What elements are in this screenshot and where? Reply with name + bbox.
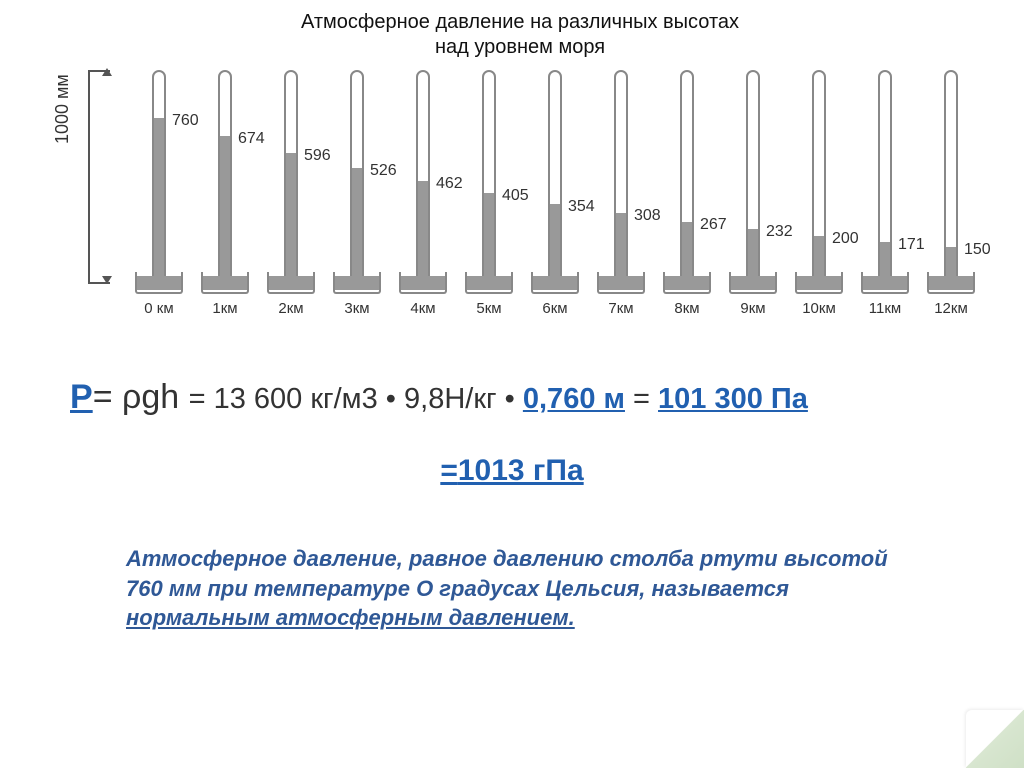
km-label: 6км xyxy=(524,300,586,317)
mercury-basin xyxy=(663,270,711,296)
tube xyxy=(218,70,232,280)
bracket-arrow-top xyxy=(102,68,112,76)
mercury-column xyxy=(154,118,164,278)
tube xyxy=(350,70,364,280)
formula-hpa-prefix: = xyxy=(440,454,458,487)
mercury-column xyxy=(352,168,362,278)
km-label: 5км xyxy=(458,300,520,317)
mercury-basin xyxy=(597,270,645,296)
formula-eq2: = xyxy=(625,383,658,415)
mercury-column xyxy=(616,213,626,278)
formula-middle: = 13 600 кг/м3 • 9,8Н/кг • xyxy=(189,383,523,415)
mm-value-label: 354 xyxy=(568,198,595,216)
tube xyxy=(878,70,892,280)
formula-height: 0,760 м xyxy=(523,383,625,415)
chart-title: Атмосферное давление на различных высота… xyxy=(50,10,990,60)
tube xyxy=(944,70,958,280)
km-label: 12км xyxy=(920,300,982,317)
mercury-basin xyxy=(465,270,513,296)
mm-value-label: 267 xyxy=(700,216,727,234)
definition-paragraph: Атмосферное давление, равное давлению ст… xyxy=(126,544,914,633)
mercury-basin xyxy=(861,270,909,296)
mercury-basin xyxy=(267,270,315,296)
page-curl-icon xyxy=(966,710,1024,768)
mercury-column xyxy=(484,193,494,278)
mm-value-label: 674 xyxy=(238,130,265,148)
tube xyxy=(614,70,628,280)
mercury-basin xyxy=(729,270,777,296)
km-label: 11км xyxy=(854,300,916,317)
km-label: 10км xyxy=(788,300,850,317)
tube xyxy=(548,70,562,280)
mercury-basin xyxy=(795,270,843,296)
tube xyxy=(152,70,166,280)
y-scale-bracket: 1000 мм xyxy=(50,70,122,298)
para-text: Атмосферное давление, равное давлению ст… xyxy=(126,546,888,601)
mercury-basin xyxy=(927,270,975,296)
tube xyxy=(812,70,826,280)
mercury-basin xyxy=(135,270,183,296)
mm-value-label: 526 xyxy=(370,162,397,180)
tube xyxy=(284,70,298,280)
bracket-line xyxy=(88,70,110,284)
chart-region: Атмосферное давление на различных высота… xyxy=(50,10,990,326)
mm-value-label: 462 xyxy=(436,175,463,193)
formula-result-pa: 101 300 Па xyxy=(658,383,808,415)
km-label: 1км xyxy=(194,300,256,317)
mercury-column xyxy=(550,204,560,278)
mercury-column xyxy=(286,153,296,278)
bracket-arrow-bottom xyxy=(102,276,112,284)
km-label: 8км xyxy=(656,300,718,317)
mm-value-label: 200 xyxy=(832,230,859,248)
tube xyxy=(680,70,694,280)
mercury-column xyxy=(220,136,230,278)
formula-result-hpa: 1013 гПа xyxy=(458,454,584,487)
mm-value-label: 405 xyxy=(502,187,529,205)
mm-value-label: 171 xyxy=(898,236,925,254)
formula-rgh: = ρgh xyxy=(93,378,189,416)
mercury-basin xyxy=(399,270,447,296)
mercury-basin xyxy=(531,270,579,296)
tubes-container: 760 0 км 674 1км 596 2км 526 3км 462 4км 405 5км 354… xyxy=(128,70,990,320)
mm-value-label: 596 xyxy=(304,147,331,165)
mm-value-label: 232 xyxy=(766,223,793,241)
tube xyxy=(746,70,760,280)
mm-value-label: 760 xyxy=(172,112,199,130)
tube xyxy=(482,70,496,280)
slide: Атмосферное давление на различных высота… xyxy=(0,0,1024,768)
formula-P: P xyxy=(70,378,93,416)
formula-line-2: =1013 гПа xyxy=(70,454,954,488)
km-label: 3км xyxy=(326,300,388,317)
km-label: 4км xyxy=(392,300,454,317)
mm-value-label: 308 xyxy=(634,207,661,225)
mercury-basin xyxy=(201,270,249,296)
mercury-basin xyxy=(333,270,381,296)
km-label: 2км xyxy=(260,300,322,317)
km-label: 7км xyxy=(590,300,652,317)
km-label: 9км xyxy=(722,300,784,317)
mm-value-label: 150 xyxy=(964,241,991,259)
bracket-label: 1000 мм xyxy=(52,74,73,144)
formula-line-1: P= ρgh = 13 600 кг/м3 • 9,8Н/кг • 0,760 … xyxy=(70,370,954,424)
km-label: 0 км xyxy=(128,300,190,317)
para-underlined: нормальным атмосферным давлением. xyxy=(126,605,575,630)
mercury-column xyxy=(418,181,428,278)
tube xyxy=(416,70,430,280)
